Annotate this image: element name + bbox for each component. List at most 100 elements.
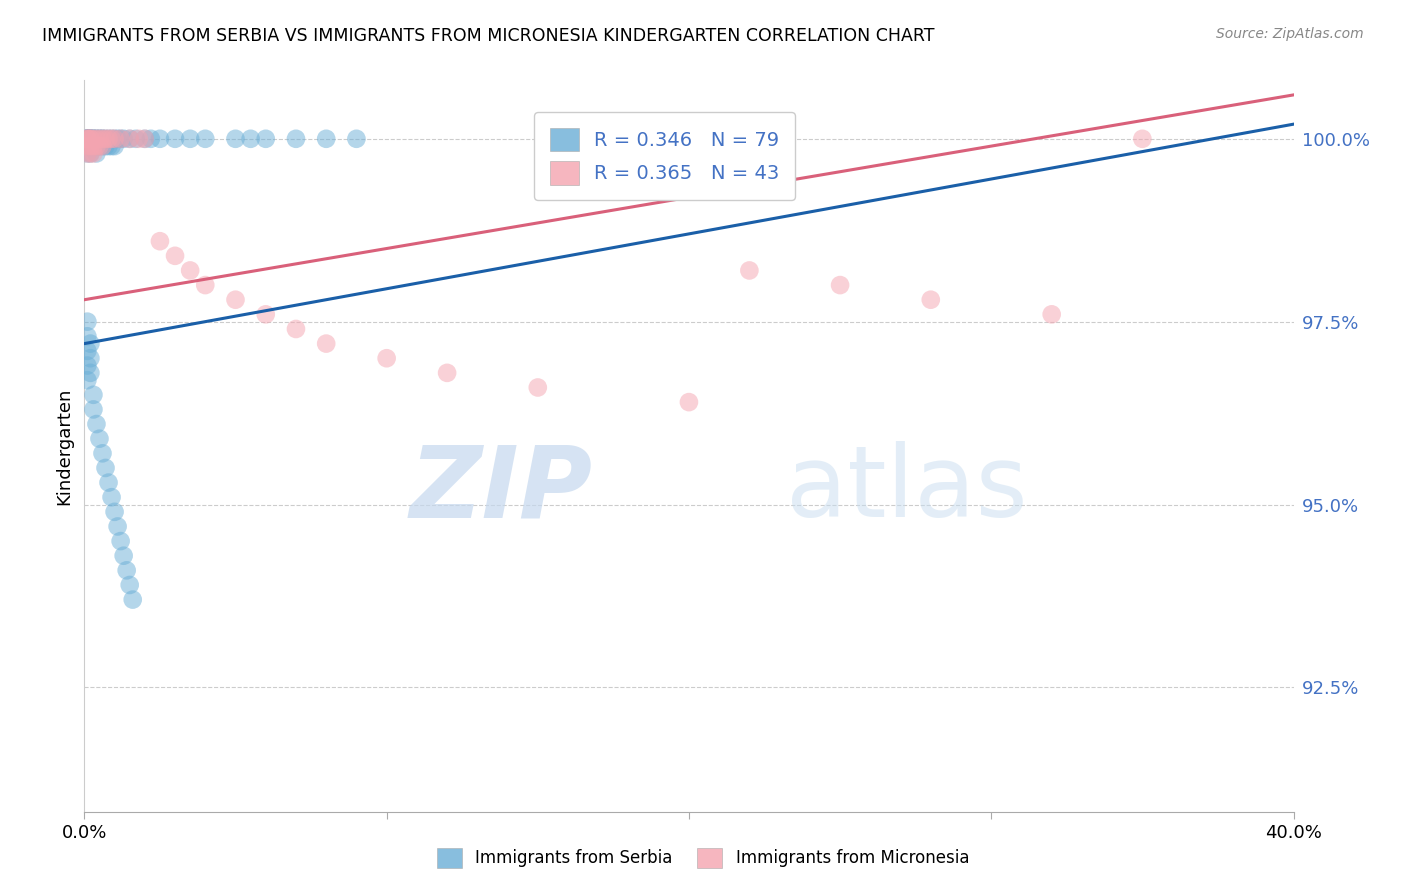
- Point: [79, 132, 101, 146]
- Point: [1130, 132, 1153, 146]
- Point: [82, 132, 104, 146]
- Point: [179, 263, 201, 277]
- Point: [115, 563, 138, 577]
- Point: [738, 263, 761, 277]
- Point: [285, 322, 308, 336]
- Point: [76, 132, 98, 146]
- Point: [79, 351, 101, 366]
- Point: [82, 139, 104, 153]
- Point: [100, 132, 122, 146]
- Point: [104, 505, 127, 519]
- Point: [76, 132, 98, 146]
- Point: [91, 139, 114, 153]
- Text: ZIP: ZIP: [409, 442, 592, 539]
- Point: [121, 592, 143, 607]
- Legend: R = 0.346   N = 79, R = 0.365   N = 43: R = 0.346 N = 79, R = 0.365 N = 43: [534, 112, 796, 200]
- Point: [82, 132, 104, 146]
- Point: [76, 132, 98, 146]
- Point: [118, 132, 141, 146]
- Point: [82, 139, 104, 153]
- Point: [100, 139, 122, 153]
- Point: [315, 336, 337, 351]
- Point: [134, 132, 156, 146]
- Point: [89, 132, 111, 146]
- Point: [194, 132, 217, 146]
- Point: [86, 417, 108, 431]
- Point: [86, 139, 108, 153]
- Point: [527, 380, 550, 394]
- Point: [79, 366, 101, 380]
- Point: [91, 132, 114, 146]
- Point: [76, 139, 98, 153]
- Point: [76, 146, 98, 161]
- Point: [89, 139, 111, 153]
- Point: [678, 395, 700, 409]
- Point: [79, 132, 101, 146]
- Point: [82, 132, 104, 146]
- Point: [76, 359, 98, 373]
- Point: [86, 139, 108, 153]
- Point: [165, 249, 187, 263]
- Point: [76, 139, 98, 153]
- Point: [149, 132, 172, 146]
- Point: [79, 139, 101, 153]
- Point: [225, 132, 247, 146]
- Point: [107, 132, 129, 146]
- Point: [91, 132, 114, 146]
- Point: [76, 132, 98, 146]
- Point: [89, 139, 111, 153]
- Point: [118, 132, 141, 146]
- Point: [97, 475, 120, 490]
- Point: [76, 132, 98, 146]
- Point: [118, 578, 141, 592]
- Point: [179, 132, 201, 146]
- Y-axis label: Kindergarten: Kindergarten: [55, 387, 73, 505]
- Point: [97, 139, 120, 153]
- Point: [104, 132, 127, 146]
- Point: [82, 402, 104, 417]
- Point: [97, 132, 120, 146]
- Point: [79, 336, 101, 351]
- Point: [100, 490, 122, 504]
- Point: [139, 132, 162, 146]
- Point: [91, 132, 114, 146]
- Point: [82, 132, 104, 146]
- Point: [76, 315, 98, 329]
- Text: atlas: atlas: [786, 442, 1028, 539]
- Point: [134, 132, 156, 146]
- Point: [128, 132, 150, 146]
- Point: [94, 132, 117, 146]
- Point: [94, 139, 117, 153]
- Point: [76, 132, 98, 146]
- Point: [79, 132, 101, 146]
- Point: [112, 132, 135, 146]
- Point: [149, 234, 172, 248]
- Point: [110, 534, 132, 549]
- Point: [94, 132, 117, 146]
- Point: [107, 519, 129, 533]
- Point: [346, 132, 368, 146]
- Point: [920, 293, 942, 307]
- Point: [125, 132, 148, 146]
- Point: [104, 132, 127, 146]
- Point: [82, 388, 104, 402]
- Point: [91, 139, 114, 153]
- Point: [79, 146, 101, 161]
- Point: [76, 132, 98, 146]
- Point: [89, 132, 111, 146]
- Point: [94, 461, 117, 475]
- Point: [91, 446, 114, 460]
- Point: [79, 139, 101, 153]
- Point: [76, 132, 98, 146]
- Point: [375, 351, 398, 366]
- Text: Source: ZipAtlas.com: Source: ZipAtlas.com: [1216, 27, 1364, 41]
- Point: [76, 146, 98, 161]
- Point: [89, 132, 111, 146]
- Point: [110, 132, 132, 146]
- Point: [82, 146, 104, 161]
- Point: [436, 366, 458, 380]
- Point: [110, 132, 132, 146]
- Text: IMMIGRANTS FROM SERBIA VS IMMIGRANTS FROM MICRONESIA KINDERGARTEN CORRELATION CH: IMMIGRANTS FROM SERBIA VS IMMIGRANTS FRO…: [42, 27, 935, 45]
- Point: [112, 549, 135, 563]
- Point: [254, 132, 277, 146]
